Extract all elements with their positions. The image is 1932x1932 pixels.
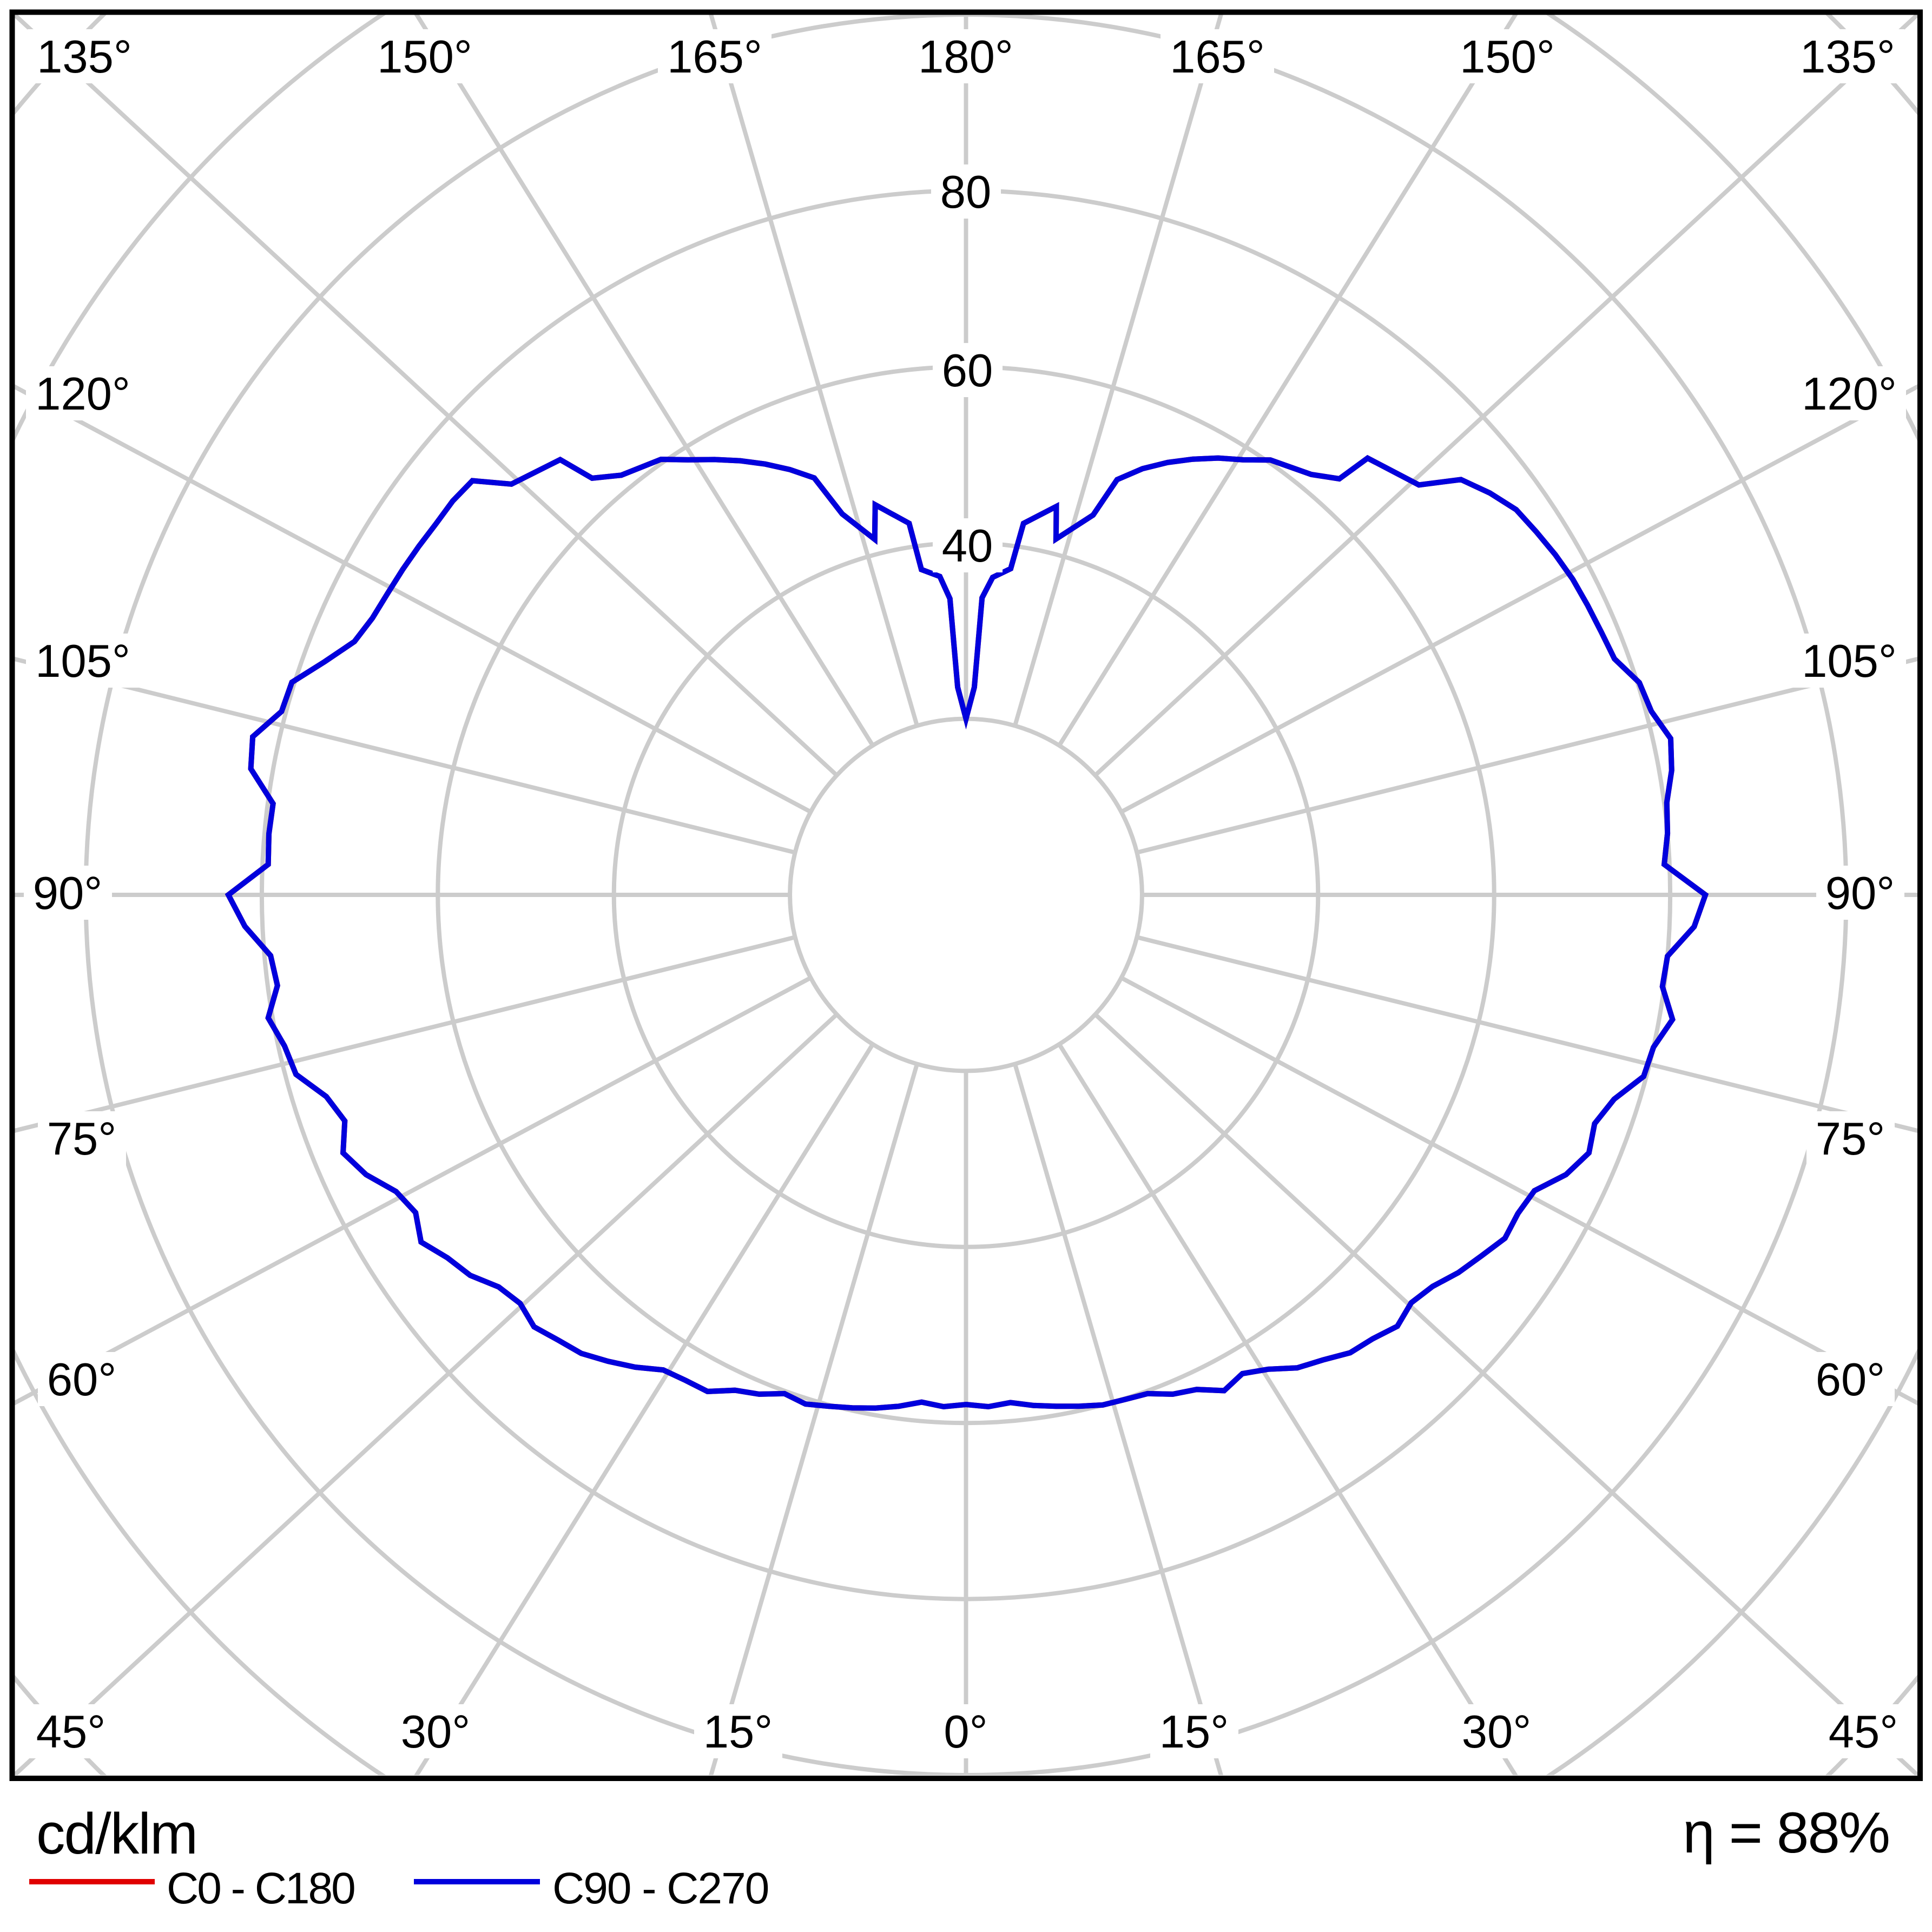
svg-text:135°: 135°: [1800, 31, 1895, 83]
svg-text:180°: 180°: [918, 31, 1013, 83]
svg-text:80: 80: [940, 167, 992, 218]
svg-text:165°: 165°: [667, 31, 762, 83]
svg-text:105°: 105°: [35, 636, 130, 687]
svg-text:60°: 60°: [47, 1354, 117, 1406]
svg-text:165°: 165°: [1170, 31, 1265, 83]
svg-text:C90 - C270: C90 - C270: [552, 1864, 768, 1913]
svg-text:75°: 75°: [47, 1113, 117, 1165]
svg-text:0°: 0°: [944, 1706, 987, 1758]
svg-text:45°: 45°: [36, 1706, 106, 1758]
svg-text:15°: 15°: [703, 1706, 773, 1758]
svg-text:120°: 120°: [35, 368, 130, 420]
svg-text:15°: 15°: [1159, 1706, 1229, 1758]
svg-text:40: 40: [942, 520, 993, 572]
svg-text:C0 - C180: C0 - C180: [167, 1864, 354, 1913]
svg-text:30°: 30°: [1462, 1706, 1532, 1758]
svg-text:cd/klm: cd/klm: [36, 1801, 197, 1866]
svg-text:90°: 90°: [1825, 868, 1895, 919]
svg-text:105°: 105°: [1802, 636, 1897, 687]
svg-text:60°: 60°: [1816, 1354, 1885, 1406]
svg-text:120°: 120°: [1802, 368, 1897, 420]
svg-text:150°: 150°: [377, 31, 472, 83]
svg-text:η = 88%: η = 88%: [1683, 1800, 1889, 1865]
svg-text:75°: 75°: [1816, 1113, 1885, 1165]
svg-text:150°: 150°: [1460, 31, 1555, 83]
svg-text:45°: 45°: [1829, 1706, 1898, 1758]
svg-text:30°: 30°: [401, 1706, 471, 1758]
svg-text:90°: 90°: [33, 868, 103, 919]
svg-text:135°: 135°: [37, 31, 132, 83]
svg-text:60: 60: [942, 345, 993, 397]
